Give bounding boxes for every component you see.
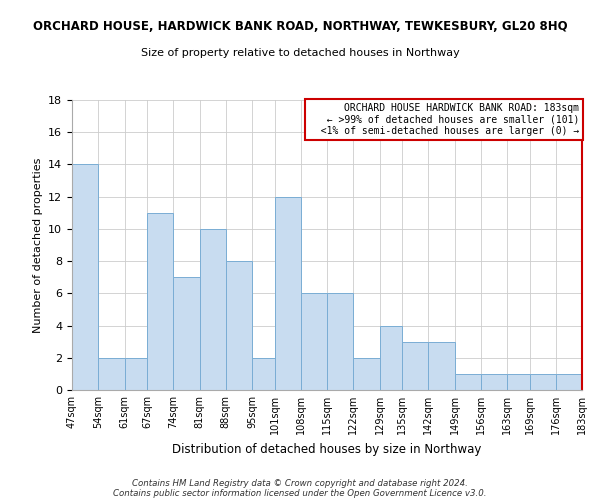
Bar xyxy=(455,374,481,390)
Text: ORCHARD HOUSE, HARDWICK BANK ROAD, NORTHWAY, TEWKESBURY, GL20 8HQ: ORCHARD HOUSE, HARDWICK BANK ROAD, NORTH… xyxy=(32,20,568,33)
Bar xyxy=(380,326,402,390)
Y-axis label: Number of detached properties: Number of detached properties xyxy=(32,158,43,332)
Bar xyxy=(353,358,380,390)
Bar xyxy=(173,277,199,390)
Bar xyxy=(507,374,530,390)
Text: ORCHARD HOUSE HARDWICK BANK ROAD: 183sqm
  ← >99% of detached houses are smaller: ORCHARD HOUSE HARDWICK BANK ROAD: 183sqm… xyxy=(309,103,580,136)
Text: Size of property relative to detached houses in Northway: Size of property relative to detached ho… xyxy=(140,48,460,58)
Bar xyxy=(98,358,125,390)
Bar xyxy=(125,358,147,390)
Bar xyxy=(72,164,98,390)
Bar xyxy=(556,374,582,390)
Bar xyxy=(275,196,301,390)
Bar xyxy=(252,358,275,390)
Bar xyxy=(327,294,353,390)
Bar xyxy=(530,374,556,390)
Bar xyxy=(301,294,327,390)
Bar xyxy=(226,261,252,390)
Bar xyxy=(402,342,428,390)
Text: Contains HM Land Registry data © Crown copyright and database right 2024.: Contains HM Land Registry data © Crown c… xyxy=(132,478,468,488)
X-axis label: Distribution of detached houses by size in Northway: Distribution of detached houses by size … xyxy=(172,442,482,456)
Bar xyxy=(428,342,455,390)
Bar xyxy=(199,229,226,390)
Bar xyxy=(481,374,507,390)
Bar xyxy=(147,213,173,390)
Text: Contains public sector information licensed under the Open Government Licence v3: Contains public sector information licen… xyxy=(113,488,487,498)
